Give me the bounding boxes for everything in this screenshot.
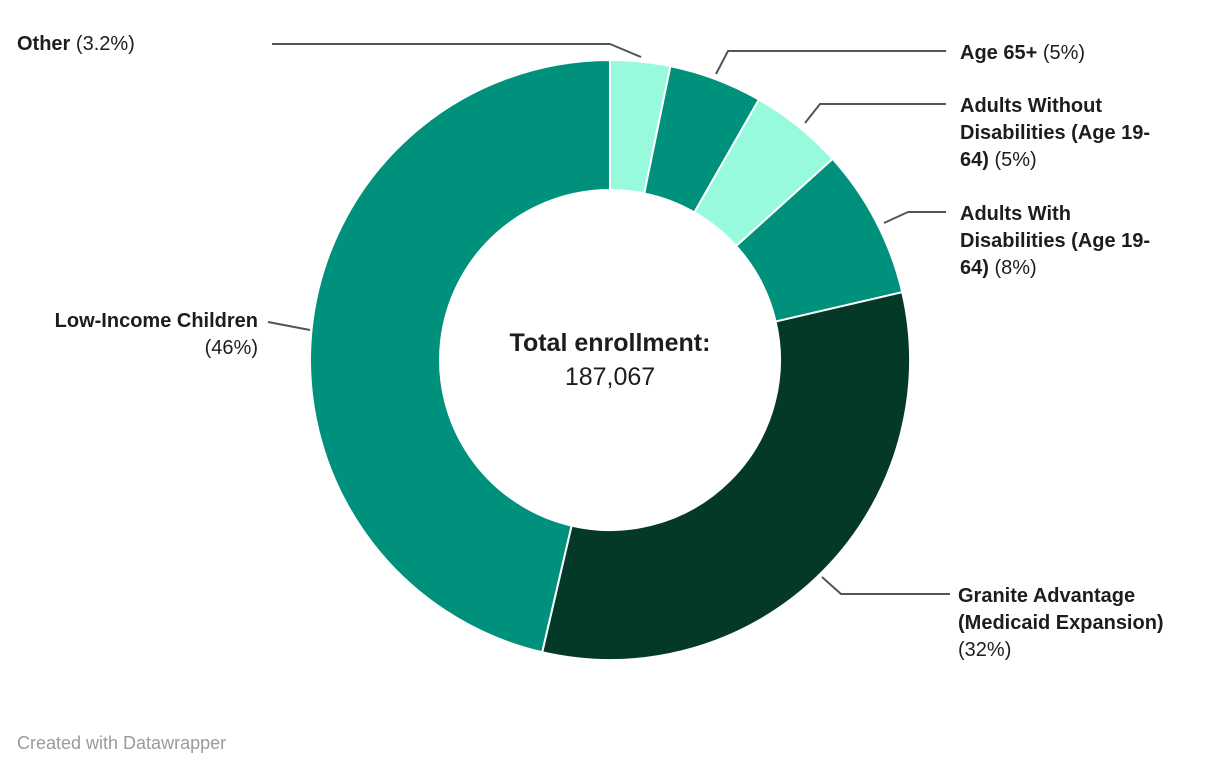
slice-label-pct: (8%) [994,257,1037,279]
slice-label-age-65: Age 65+ (5%) [960,40,1200,67]
leader-line-granite-advantage [821,576,950,595]
donut-slice-4[interactable] [541,291,911,661]
leader-line-adults-with [883,211,946,224]
leader-line-low-income-children [267,321,311,331]
slice-label-pct: (32%) [958,639,1012,661]
slice-label-pct: (5%) [1042,42,1086,64]
leader-line-adults-without [804,103,946,124]
slice-label-adults-without-disabilities: Adults Without Disabilities (Age 19-64) … [960,93,1160,174]
leader-line-other [272,43,642,58]
slice-label-pct: (3.2%) [75,33,135,55]
slice-label-name: Other [17,33,71,55]
slice-label-pct: (46%) [204,337,258,359]
center-label-title: Total enrollment: [509,329,711,357]
slice-label-pct: (5%) [994,149,1037,171]
donut-slices [309,59,911,661]
slice-label-other: Other (3.2%) [17,31,267,58]
datawrapper-credit-link[interactable]: Created with Datawrapper [17,733,227,753]
slice-label-adults-with-disabilities: Adults With Disabilities (Age 19-64) (8%… [960,201,1160,282]
slice-label-granite-advantage: Granite Advantage (Medicaid Expansion) (… [958,583,1173,664]
leader-line-age-65 [715,50,946,75]
center-label-value: 187,067 [564,363,656,391]
donut-center-label: Total enrollment: 187,067 [450,326,770,394]
slice-label-name: Low-Income Children [54,310,258,332]
slice-label-name: Adults Without Disabilities (Age 19-64) [960,95,1151,171]
donut-slice-5[interactable] [309,59,611,654]
slice-label-low-income-children: Low-Income Children (46%) [43,308,258,362]
slice-label-name: Adults With Disabilities (Age 19-64) [960,203,1151,279]
slice-label-name: Age 65+ [960,42,1038,64]
slice-label-name: Granite Advantage (Medicaid Expansion) [958,585,1164,634]
